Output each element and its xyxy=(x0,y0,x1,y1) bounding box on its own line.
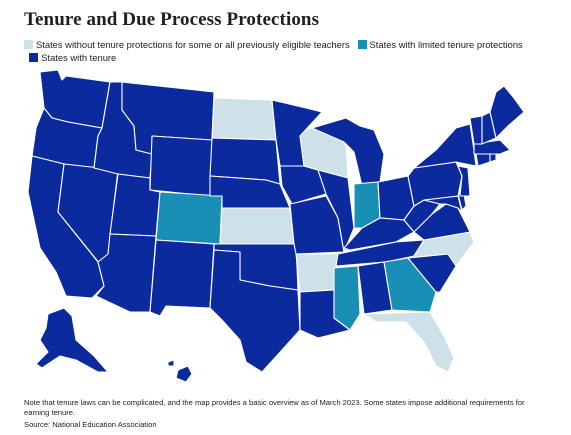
state-kansas xyxy=(219,207,297,245)
legend-item-none: States without tenure protections for so… xyxy=(24,39,350,50)
state-new-mexico xyxy=(149,239,215,317)
state-north-dakota xyxy=(211,97,277,141)
state-texas xyxy=(209,249,301,373)
state-georgia xyxy=(383,257,437,313)
state-arkansas xyxy=(295,253,339,293)
state-colorado xyxy=(155,191,223,245)
state-michigan xyxy=(311,117,385,187)
state-illinois xyxy=(317,169,355,253)
us-map xyxy=(27,69,525,383)
map-title: Tenure and Due Process Protections xyxy=(24,9,320,30)
legend: States without tenure protections for so… xyxy=(24,39,524,64)
legend-swatch-limited xyxy=(357,40,367,49)
legend-swatch-tenure xyxy=(29,52,39,62)
state-maine xyxy=(489,85,525,139)
footer-source: Source: National Education Association xyxy=(24,420,157,430)
legend-item-tenure: States with tenure xyxy=(24,52,116,63)
state-mississippi xyxy=(333,265,361,331)
legend-label-tenure: States with tenure xyxy=(41,51,117,63)
legend-label-limited: States with limited tenure protections xyxy=(369,39,523,50)
state-hawaii-maui xyxy=(167,359,175,367)
state-virginia xyxy=(413,203,471,241)
footer: Note that tenure laws can be complicated… xyxy=(24,398,544,431)
legend-item-limited: States with limited tenure protections xyxy=(352,39,523,50)
state-hawaii xyxy=(175,365,193,383)
state-new-jersey xyxy=(457,165,471,197)
state-alaska xyxy=(35,307,109,373)
legend-label-none: States without tenure protections for so… xyxy=(36,39,350,50)
state-wyoming xyxy=(149,135,213,197)
footer-note: Note that tenure laws can be complicated… xyxy=(24,398,525,418)
state-florida xyxy=(363,311,455,373)
state-new-york xyxy=(413,123,477,169)
legend-swatch-none xyxy=(24,40,33,49)
